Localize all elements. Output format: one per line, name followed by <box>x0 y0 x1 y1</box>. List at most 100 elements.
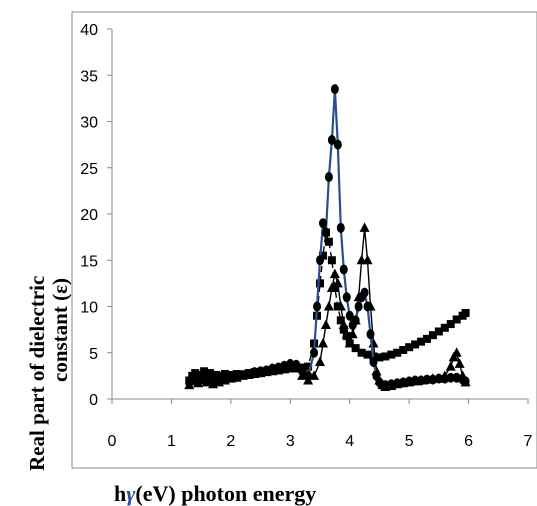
data-point-square <box>461 308 470 317</box>
data-point-circle <box>333 139 342 150</box>
data-point-triangle <box>451 347 462 357</box>
y-axis-label-line1: Real part of dielectric <box>25 276 49 471</box>
data-point-circle <box>232 370 241 381</box>
data-point-square <box>405 343 414 352</box>
data-point-circle <box>313 301 322 312</box>
data-point-triangle <box>320 319 331 329</box>
x-axis-label-prefix: h <box>114 481 126 506</box>
data-point-circle <box>336 222 345 233</box>
data-point-circle <box>324 172 333 182</box>
data-point-circle <box>428 374 437 385</box>
data-point-circle <box>342 292 351 303</box>
y-tick-label: 20 <box>80 207 98 224</box>
x-tick-label: 2 <box>226 433 235 450</box>
data-point-square <box>351 344 360 353</box>
data-point-square <box>357 348 366 357</box>
data-point-circle <box>366 329 375 340</box>
data-point-square <box>417 337 426 346</box>
y-tick-label: 10 <box>80 300 98 317</box>
data-point-circle <box>422 374 431 385</box>
data-point-triangle <box>359 222 370 232</box>
data-point-triangle <box>335 301 346 311</box>
data-point-square <box>452 315 461 324</box>
x-axis-label-suffix: (eV) photon energy <box>135 481 316 506</box>
data-point-triangle <box>344 338 355 348</box>
y-tick-label: 5 <box>89 346 98 363</box>
data-point-circle <box>411 375 420 386</box>
data-point-square <box>318 251 327 260</box>
data-point-circle <box>292 359 301 370</box>
data-point-circle <box>250 367 259 378</box>
data-point-circle <box>351 315 360 326</box>
data-point-circle <box>363 301 372 312</box>
data-point-circle <box>393 378 402 389</box>
data-point-circle <box>339 264 348 275</box>
data-point-circle <box>354 301 363 312</box>
data-point-triangle <box>332 277 343 288</box>
data-point-square <box>327 256 336 265</box>
series-layer <box>184 84 471 391</box>
data-point-square <box>434 327 443 336</box>
data-point-circle <box>238 369 247 380</box>
data-point-circle <box>268 363 277 374</box>
y-axis-label-line2: constant (ε) <box>48 278 72 382</box>
x-tick-label: 3 <box>286 433 295 450</box>
data-point-triangle <box>362 254 373 265</box>
x-tick-label: 1 <box>167 433 176 450</box>
data-point-circle <box>286 358 295 369</box>
x-axis-label-symbol: γ <box>126 481 136 506</box>
data-point-square <box>339 325 348 334</box>
x-tick-label: 4 <box>345 433 354 450</box>
data-point-circle <box>461 376 470 387</box>
data-point-square <box>363 350 372 359</box>
x-tick-label: 5 <box>405 433 414 450</box>
y-tick-label: 0 <box>89 392 98 409</box>
y-tick-label: 30 <box>80 115 98 132</box>
data-point-circle <box>298 366 307 377</box>
data-point-square <box>422 334 431 343</box>
data-point-circle <box>434 373 443 384</box>
data-point-triangle <box>329 268 340 279</box>
data-point-circle <box>226 371 235 382</box>
data-point-square <box>333 302 342 311</box>
data-point-triangle <box>454 358 465 368</box>
data-point-square <box>399 345 408 354</box>
data-point-square <box>428 331 437 340</box>
tick-layer: 0 1 2 3 4 5 6 7 0 5 10 15 20 25 30 35 40 <box>80 22 532 450</box>
axes <box>107 28 529 404</box>
data-point-triangle <box>445 361 456 371</box>
data-point-square <box>324 237 333 246</box>
plot-frame <box>71 11 537 469</box>
data-point-square <box>336 316 345 325</box>
data-point-triangle <box>326 282 337 292</box>
data-point-triangle <box>323 301 334 311</box>
data-point-square <box>446 320 455 329</box>
data-point-circle <box>381 380 390 391</box>
y-tick-label: 15 <box>80 253 98 270</box>
data-point-circle <box>440 373 449 384</box>
y-tick-label: 40 <box>80 22 98 39</box>
data-point-circle <box>417 375 426 386</box>
data-point-circle <box>310 347 319 358</box>
data-point-square <box>387 350 396 359</box>
data-point-circle <box>360 287 369 298</box>
data-point-circle <box>318 218 327 229</box>
data-point-circle <box>327 135 336 145</box>
x-tick-label: 6 <box>464 433 473 450</box>
data-point-circle <box>256 366 265 377</box>
data-point-square <box>375 353 384 362</box>
data-point-square <box>304 362 313 371</box>
data-point-square <box>316 279 324 288</box>
data-point-circle <box>387 379 396 390</box>
x-axis-label: hγ(eV) photon energy <box>114 481 316 506</box>
x-tick-label: 7 <box>524 433 533 450</box>
data-point-triangle <box>317 338 328 348</box>
y-tick-label: 35 <box>80 68 98 85</box>
data-point-square <box>393 348 402 357</box>
data-point-square <box>411 340 420 349</box>
data-point-circle <box>399 377 408 388</box>
data-point-circle <box>405 376 414 387</box>
data-point-triangle <box>338 319 349 329</box>
data-point-triangle <box>315 356 325 366</box>
